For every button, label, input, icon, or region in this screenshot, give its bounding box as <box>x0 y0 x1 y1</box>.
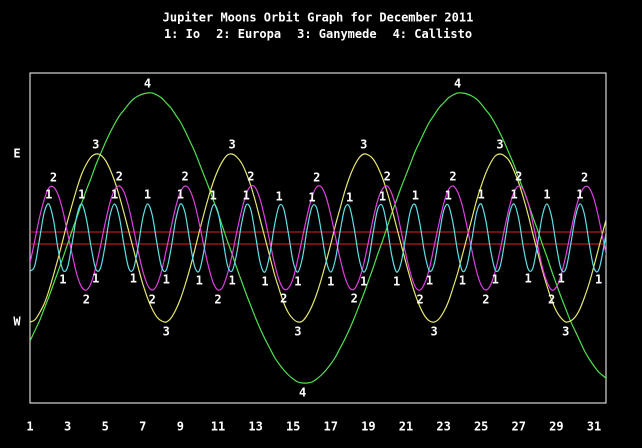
moon-label: 2 <box>548 293 555 307</box>
moon-label: 1 <box>92 272 99 286</box>
plot-area <box>30 92 606 384</box>
moon-label: 1 <box>261 275 268 289</box>
moon-label: 1 <box>360 275 367 289</box>
y-tick-label: W <box>13 315 21 329</box>
moon-label: 1 <box>196 274 203 288</box>
moon-label: 1 <box>412 189 419 203</box>
moon-label: 3 <box>163 325 170 339</box>
moon-label: 3 <box>496 138 503 152</box>
moon-label: 1 <box>59 273 66 287</box>
moon-label: 2 <box>50 171 57 185</box>
moon-label: 3 <box>562 325 569 339</box>
moon-label: 1 <box>492 273 499 287</box>
x-tick-label: 25 <box>474 420 488 434</box>
moon-label: 1 <box>177 188 184 202</box>
moon-label: 2 <box>482 293 489 307</box>
x-tick-label: 29 <box>549 420 563 434</box>
x-tick-label: 1 <box>26 420 33 434</box>
moon-label: 1 <box>294 275 301 289</box>
moon-label: 2 <box>181 170 188 184</box>
moon-label: 3 <box>360 138 367 152</box>
moon-label: 4 <box>454 77 461 91</box>
moon-label: 2 <box>384 170 391 184</box>
moon-label: 2 <box>247 170 254 184</box>
moon-label: 1 <box>130 272 137 286</box>
x-tick-label: 11 <box>211 420 225 434</box>
chart-title: Jupiter Moons Orbit Graph for December 2… <box>163 11 474 25</box>
moon-label: 1 <box>525 272 532 286</box>
x-tick-label: 31 <box>587 420 601 434</box>
plot-frame <box>29 72 607 404</box>
moon-label: 3 <box>431 325 438 339</box>
moon-label: 1 <box>228 274 235 288</box>
orbit-line <box>30 203 606 273</box>
x-tick-label: 9 <box>177 420 184 434</box>
moon-label: 1 <box>308 191 315 205</box>
x-tick-label: 19 <box>361 420 375 434</box>
legend-entry: 2: Europa <box>216 27 281 41</box>
orbit-line <box>30 184 606 291</box>
moon-label: 1 <box>210 189 217 203</box>
moon-label: 1 <box>595 273 602 287</box>
moon-label: 2 <box>416 293 423 307</box>
moon-label: 1 <box>543 188 550 202</box>
moon-label: 1 <box>576 188 583 202</box>
moon-label: 1 <box>379 190 386 204</box>
moon-label: 1 <box>144 188 151 202</box>
x-tick-label: 23 <box>436 420 450 434</box>
moon-label: 1 <box>275 190 282 204</box>
y-tick-label: E <box>13 147 20 161</box>
legend: 1: Io 2: Europa 3: Ganymede 4: Callisto <box>164 27 472 41</box>
moon-label: 1 <box>393 275 400 289</box>
moon-label: 1 <box>45 188 52 202</box>
moon-label: 1 <box>346 191 353 205</box>
moon-label: 2 <box>116 170 123 184</box>
moon-label: 2 <box>313 171 320 185</box>
moon-label: 1 <box>445 189 452 203</box>
legend-entry: 3: Ganymede <box>297 27 376 41</box>
moon-label: 3 <box>294 325 301 339</box>
moon-label: 1 <box>243 189 250 203</box>
moon-label: 2 <box>149 293 156 307</box>
moon-label: 3 <box>92 138 99 152</box>
moon-label: 4 <box>299 386 306 400</box>
x-tick-label: 13 <box>248 420 262 434</box>
moon-label: 2 <box>83 293 90 307</box>
x-tick-label: 3 <box>64 420 71 434</box>
moon-label: 1 <box>426 274 433 288</box>
legend-entry: 4: Callisto <box>393 27 472 41</box>
moon-label: 1 <box>510 188 517 202</box>
x-tick-label: 17 <box>324 420 338 434</box>
orbit-line <box>30 92 606 384</box>
moon-label: 1 <box>163 273 170 287</box>
moon-label: 3 <box>228 138 235 152</box>
legend-entry: 1: Io <box>164 27 200 41</box>
moon-label: 2 <box>351 292 358 306</box>
moon-label: 1 <box>111 188 118 202</box>
x-tick-label: 21 <box>399 420 413 434</box>
moon-label: 2 <box>449 170 456 184</box>
moon-label: 1 <box>478 188 485 202</box>
moon-label: 2 <box>581 171 588 185</box>
x-tick-label: 27 <box>512 420 526 434</box>
moon-label: 2 <box>515 170 522 184</box>
moon-label: 2 <box>214 293 221 307</box>
x-tick-label: 5 <box>102 420 109 434</box>
moon-label: 1 <box>327 275 334 289</box>
x-tick-label: 15 <box>286 420 300 434</box>
orbit-line <box>30 153 606 323</box>
x-tick-label: 7 <box>139 420 146 434</box>
moon-label: 4 <box>144 77 151 91</box>
moon-label: 1 <box>78 188 85 202</box>
moon-label: 1 <box>459 274 466 288</box>
moon-label: 1 <box>557 272 564 286</box>
moon-label: 2 <box>280 292 287 306</box>
